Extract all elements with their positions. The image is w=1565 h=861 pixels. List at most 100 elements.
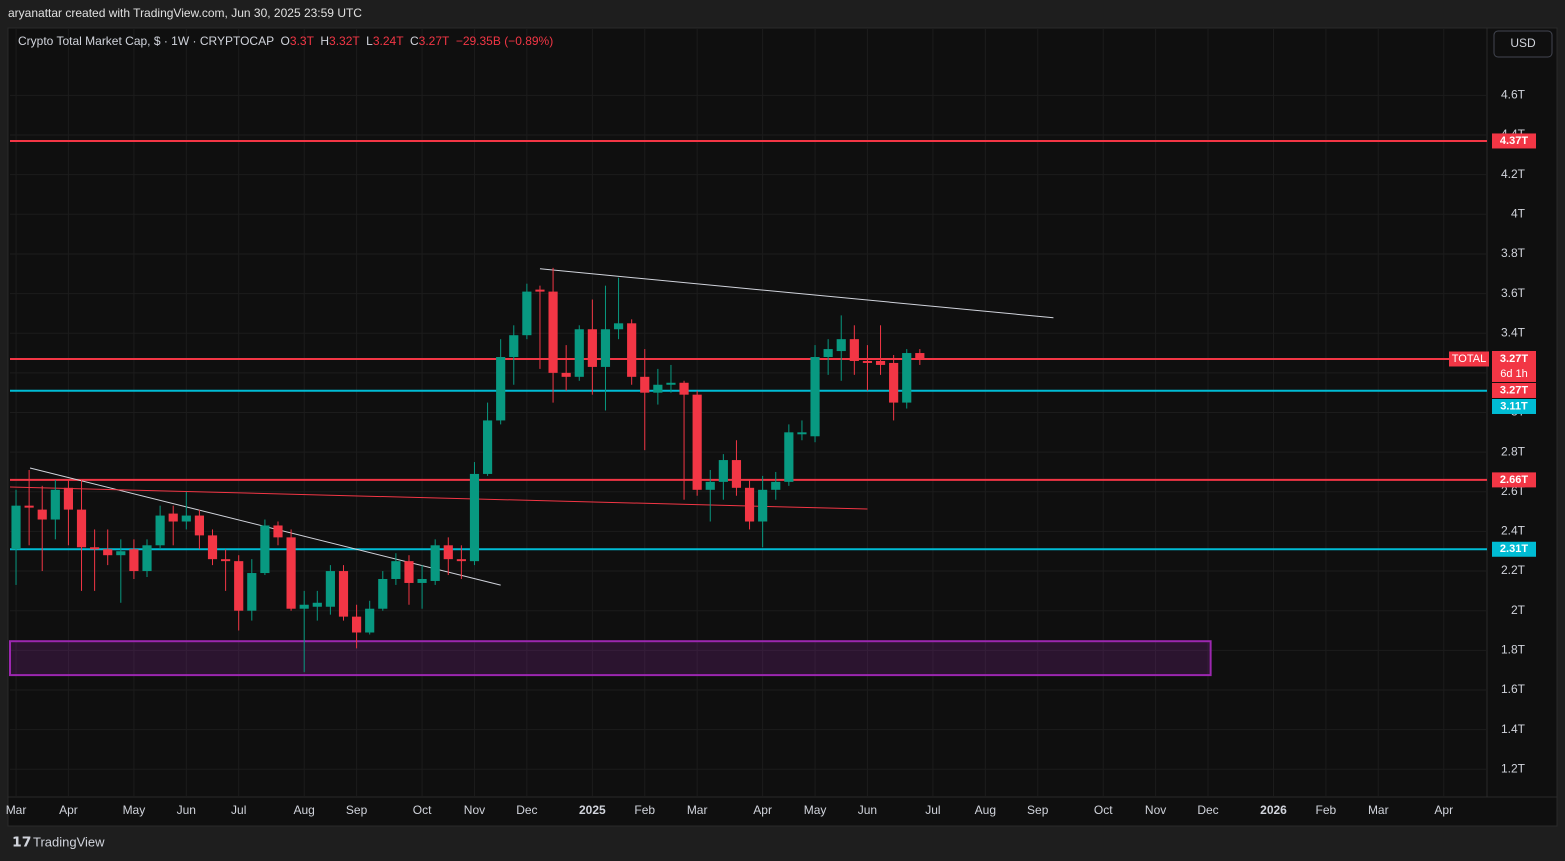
chart-frame xyxy=(7,27,1558,827)
candle-body xyxy=(509,335,519,358)
ohlc-value: 3.24T xyxy=(372,34,404,48)
candle-body xyxy=(862,360,873,363)
currency-button[interactable] xyxy=(1493,30,1553,58)
candle-body xyxy=(653,384,663,393)
candle-body xyxy=(889,362,899,403)
x-tick-label: Aug xyxy=(294,803,315,817)
top-bar xyxy=(0,0,1565,28)
x-tick-label: Sep xyxy=(346,803,368,817)
level-badge xyxy=(1492,382,1536,398)
level-badge xyxy=(1492,133,1536,149)
candle-body xyxy=(535,289,545,292)
candle-body xyxy=(797,432,807,435)
level-label: 2.31T xyxy=(1500,543,1528,555)
candle-body xyxy=(207,535,218,560)
level-label: 3.27T xyxy=(1500,384,1528,396)
candle-body xyxy=(352,616,362,633)
x-tick-label: Dec xyxy=(516,803,537,817)
x-tick-label: Nov xyxy=(464,803,485,817)
candle-body xyxy=(640,376,650,393)
logo-mark: 𝟭𝟳 xyxy=(12,834,31,850)
candle-body xyxy=(561,372,571,377)
y-tick-label: 2.8T xyxy=(1501,444,1526,458)
candle-body xyxy=(718,460,728,482)
x-tick-label: Apr xyxy=(753,803,772,817)
last-name: TOTAL xyxy=(1452,353,1486,365)
candle-body xyxy=(404,561,414,583)
candle-body xyxy=(24,505,34,508)
x-tick-label: May xyxy=(804,803,827,817)
ohlc-value: 3.3T xyxy=(289,34,314,48)
candle-body xyxy=(247,573,257,611)
candle-body xyxy=(692,394,702,490)
candle-body xyxy=(744,487,755,522)
y-tick-label: 4.2T xyxy=(1501,167,1526,181)
candle-body xyxy=(771,481,781,490)
candle-body xyxy=(50,489,60,520)
candle-body xyxy=(234,561,244,611)
x-tick-label: Jun xyxy=(858,803,877,817)
candle-body xyxy=(129,549,139,572)
y-tick-label: 1.4T xyxy=(1501,722,1526,736)
candle-body xyxy=(168,513,178,522)
level-badge xyxy=(1492,472,1536,488)
y-tick-label: 2.2T xyxy=(1501,563,1526,577)
candle-body xyxy=(522,291,532,336)
y-tick-label: 2.4T xyxy=(1501,524,1526,538)
x-tick-label: 2025 xyxy=(579,803,606,817)
candle-body xyxy=(836,339,846,352)
x-tick-label: Oct xyxy=(1094,803,1113,817)
last-name-tag xyxy=(1449,351,1489,367)
candle-body xyxy=(417,578,427,583)
candle-body xyxy=(37,509,47,520)
candle-body xyxy=(823,349,833,358)
x-tick-label: Nov xyxy=(1145,803,1166,817)
candle-body xyxy=(810,357,820,437)
candle-body xyxy=(221,559,231,562)
candle-body xyxy=(63,487,74,510)
y-tick-label: 1.8T xyxy=(1501,643,1526,657)
x-tick-label: Feb xyxy=(634,803,655,817)
level-badge xyxy=(1492,398,1536,414)
credit: aryanattar created with TradingView.com,… xyxy=(8,6,362,20)
candle-body xyxy=(312,602,322,607)
x-tick-label: 2026 xyxy=(1260,803,1287,817)
x-tick-label: Feb xyxy=(1316,803,1337,817)
ohlc-value: 3.27T xyxy=(418,34,450,48)
countdown: 6d 1h xyxy=(1500,368,1528,380)
legend-title: Crypto Total Market Cap, $ · 1W · CRYPTO… xyxy=(18,34,274,48)
candle-body xyxy=(469,473,480,562)
last-value: 3.27T xyxy=(1500,353,1528,365)
level-label: 2.66T xyxy=(1500,474,1528,486)
y-tick-label: 4.6T xyxy=(1501,88,1526,102)
candle-body xyxy=(902,353,912,403)
candle-body xyxy=(103,549,113,556)
candle-body xyxy=(273,525,283,538)
candle-body xyxy=(194,515,204,536)
ohlc-key: L xyxy=(366,34,373,48)
candle-body xyxy=(430,545,440,581)
x-tick-label: Jul xyxy=(925,803,940,817)
y-tick-label: 2T xyxy=(1511,603,1526,617)
x-tick-label: Jun xyxy=(177,803,196,817)
candle-body xyxy=(286,537,296,609)
candle-body xyxy=(574,329,584,377)
candle-body xyxy=(11,505,21,550)
candle-body xyxy=(875,360,886,365)
legend: Crypto Total Market Cap, $ · 1W · CRYPTO… xyxy=(18,34,553,48)
y-tick-label: 3.6T xyxy=(1501,286,1526,300)
candle-body xyxy=(587,329,597,367)
x-tick-label: Jul xyxy=(231,803,246,817)
candle-body xyxy=(391,561,401,579)
x-tick-label: Sep xyxy=(1027,803,1049,817)
x-tick-label: May xyxy=(123,803,146,817)
ohlc-key: C xyxy=(410,34,419,48)
candle-body xyxy=(365,608,375,633)
candle-body xyxy=(758,489,768,522)
y-tick-label: 2.6T xyxy=(1501,484,1526,498)
currency: USD xyxy=(1510,36,1536,50)
x-tick-label: Apr xyxy=(1434,803,1453,817)
candle-body xyxy=(482,420,493,474)
